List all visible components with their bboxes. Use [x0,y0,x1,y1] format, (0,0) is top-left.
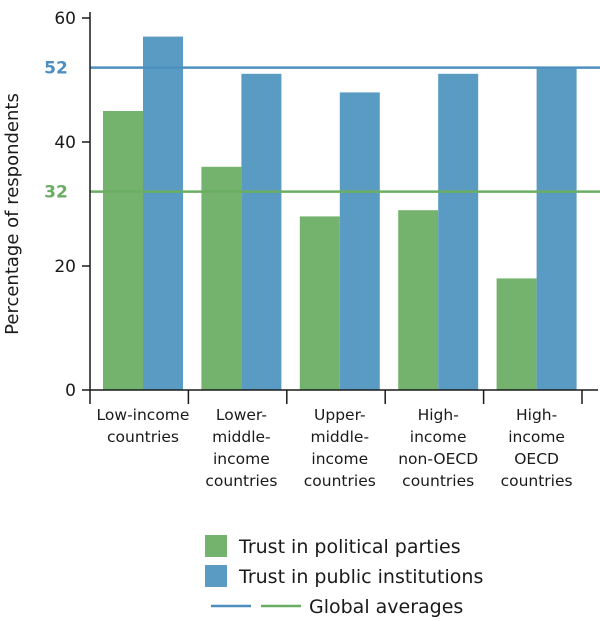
x-category-label-line: OECD [514,450,559,468]
legend-swatch-1 [205,565,227,587]
legend-averages-label: Global averages [309,596,463,618]
bar-public-institutions-4: Trust in public institutions: 52 [536,67,577,390]
x-category-label-line: countries [205,472,277,490]
x-category-label-line: countries [501,472,573,490]
x-category-label-line: High- [418,406,459,424]
bar-political-parties-4: Trust in political parties: 18 [496,278,537,390]
bar-public-institutions-2: Trust in public institutions: 48 [339,92,380,391]
average-label-32: 32 [44,183,68,203]
x-category-label-line: countries [107,428,179,446]
x-category-label-line: middle- [311,428,370,446]
y-tick-label-40: 40 [54,133,76,153]
y-tick-label-0: 0 [65,381,76,401]
bar-public-institutions-1: Trust in public institutions: 51 [241,73,282,391]
bar-political-parties-2: Trust in political parties: 28 [299,216,340,390]
x-category-label-1: Lower-middle-income countries [205,406,277,490]
y-tick-label-60: 60 [54,9,76,29]
bar-political-parties-3: Trust in political parties: 29 [398,210,439,390]
x-category-label-line: countries [304,472,376,490]
legend-swatch-0 [205,535,227,557]
legend-label-1: Trust in public institutions [238,566,483,588]
x-category-label-line: countries [402,472,474,490]
bars-layer: Trust in political parties: 45Trust in p… [103,36,577,391]
x-category-label-4: High-income OECD countries [501,406,573,490]
x-category-label-line: income [213,450,270,468]
axes-layer: 0 20 40 60 Percentage of respondents Low-inco… [2,9,598,490]
x-category-label-2: Upper-middle-income countries [304,406,376,490]
x-category-label-line: Low-income [97,406,190,424]
x-category-label-line: income [311,450,368,468]
y-tick-label-20: 20 [54,257,76,277]
x-category-label-line: Upper- [314,406,366,424]
x-category-label-3: High-income non-OECD countries [398,406,478,490]
bar-political-parties-0: Trust in political parties: 45 [103,111,143,390]
x-category-label-line: High- [516,406,557,424]
x-category-label-line: middle- [212,428,271,446]
bar-political-parties-1: Trust in political parties: 36 [201,166,242,390]
x-category-label-line: income [508,428,565,446]
x-category-label-0: Low-income countries [97,406,190,446]
x-category-label-line: non-OECD [398,450,478,468]
legend: Trust in political parties Trust in publi… [205,535,483,618]
y-axis-label: Percentage of respondents [2,93,23,335]
legend-label-0: Trust in political parties [238,536,461,558]
average-label-52: 52 [44,59,68,79]
x-category-label-line: Lower- [216,406,267,424]
bar-public-institutions-3: Trust in public institutions: 51 [438,73,479,391]
reference-lines-layer: 52 32 [44,59,600,203]
bar-public-institutions-0: Trust in public institutions: 57 [143,36,183,390]
x-category-label-line: income [410,428,467,446]
